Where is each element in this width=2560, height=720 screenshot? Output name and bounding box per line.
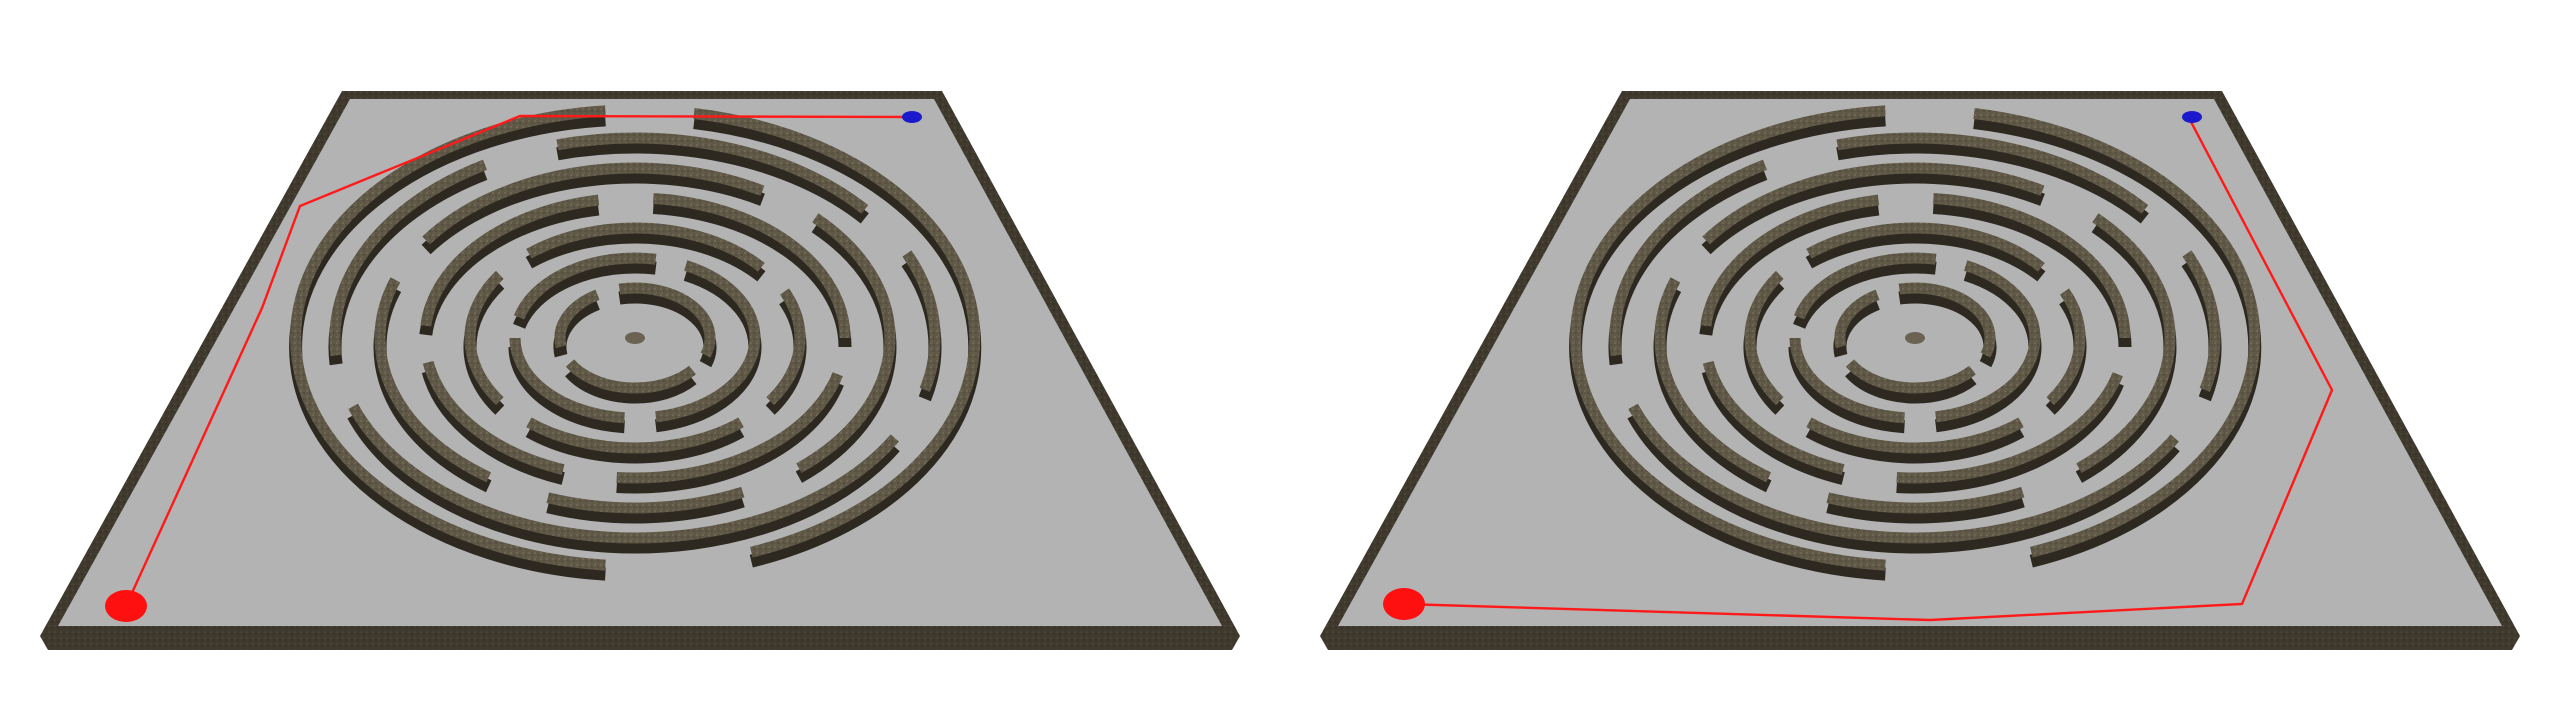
board-front-edge bbox=[1320, 636, 2520, 650]
maze-center bbox=[625, 332, 645, 344]
board-front-edge bbox=[40, 636, 1240, 650]
maze-panel-right bbox=[1320, 91, 2520, 650]
start-marker bbox=[105, 590, 147, 622]
maze-panel-left bbox=[40, 91, 1240, 650]
start-marker bbox=[1383, 588, 1425, 620]
goal-marker bbox=[902, 111, 922, 123]
goal-marker bbox=[2182, 111, 2202, 123]
maze-center bbox=[1905, 332, 1925, 344]
